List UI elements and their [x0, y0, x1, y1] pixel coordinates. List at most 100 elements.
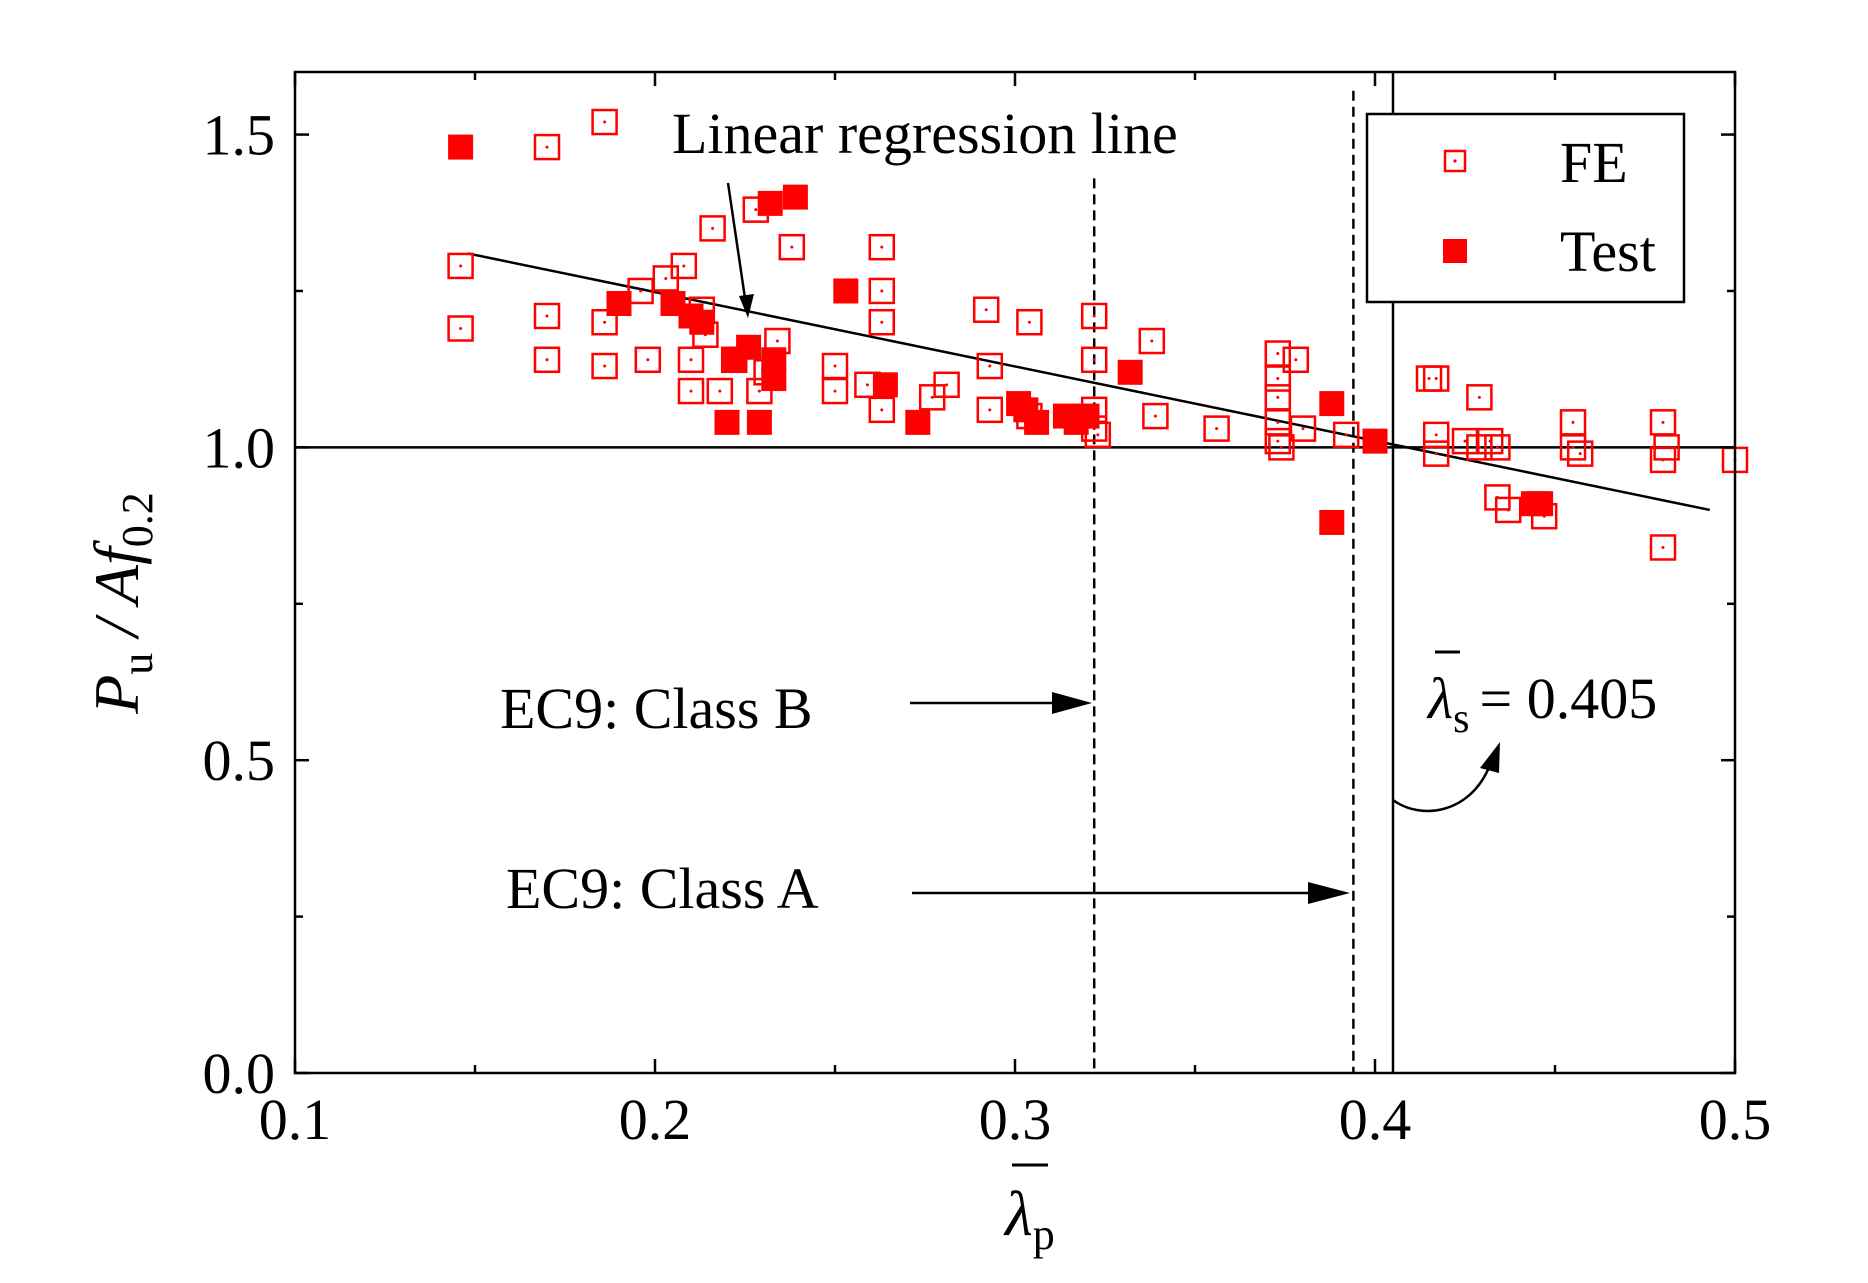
legend-label-fe: FE: [1560, 130, 1628, 195]
fe-point-dot: [603, 120, 607, 124]
fe-point: [868, 309, 896, 336]
fe-point-dot: [689, 389, 693, 393]
fe-point: [778, 233, 806, 261]
lambda-s-text: λs = 0.405: [1426, 666, 1657, 742]
fe-point: [677, 346, 705, 374]
fe-point-dot: [1096, 433, 1100, 437]
fe-point-dot: [1027, 320, 1031, 324]
fe-point-dot: [603, 364, 607, 368]
fe-point: [533, 302, 561, 330]
fe-point-dot: [1276, 395, 1280, 399]
x-tick-label: 0.5: [1699, 1087, 1772, 1152]
fe-point-dot: [1463, 439, 1467, 443]
fe-point: [1282, 346, 1310, 374]
fe-point-dot: [1215, 427, 1219, 431]
test-point: [761, 347, 787, 373]
fe-point-dot: [1578, 452, 1582, 456]
test-point: [1319, 509, 1345, 535]
fe-point-dot: [1488, 439, 1492, 443]
fe-point-dot: [711, 226, 715, 230]
x-axis-title-text: λp: [1003, 1178, 1055, 1259]
fe-point: [821, 377, 849, 405]
lambda-s-sub: s: [1453, 696, 1469, 742]
fe-point: [591, 352, 618, 380]
fe-point-dot: [833, 389, 837, 393]
fe-point: [1653, 434, 1680, 461]
y-axis-title-sub1: u: [113, 653, 162, 675]
y-tick-label: 0.0: [203, 1041, 276, 1106]
test-point: [1024, 409, 1050, 435]
fe-point: [634, 346, 662, 374]
plot-area: [295, 72, 1749, 1073]
legend-label-test: Test: [1560, 219, 1656, 284]
fe-point: [1476, 427, 1504, 455]
fe-point-dot: [880, 245, 884, 249]
fe-point-dot: [459, 327, 463, 331]
fe-point: [533, 133, 561, 161]
class-a-label: EC9: Class A: [506, 856, 819, 921]
fe-point-dot: [682, 264, 686, 268]
fe-point: [677, 377, 705, 405]
fe-point-dot: [775, 339, 779, 343]
fe-point-dot: [1276, 377, 1280, 381]
fe-point: [976, 352, 1004, 380]
fe-point-dot: [718, 389, 722, 393]
fe-point-dot: [880, 289, 884, 293]
fe-point-dot: [930, 395, 934, 399]
fe-point-dot: [1665, 445, 1669, 449]
fe-point-dot: [545, 314, 549, 318]
fe-point-dot: [757, 389, 761, 393]
fe-point: [1080, 346, 1108, 374]
fe-point: [1289, 415, 1317, 442]
series-test: [448, 134, 1554, 535]
fe-point: [1142, 402, 1169, 430]
fe-point: [933, 371, 960, 399]
legend-marker-fe: [1443, 149, 1467, 173]
fe-point-dot: [1434, 452, 1438, 456]
fe-point: [447, 315, 474, 342]
y-axis-title-main: P: [81, 675, 152, 715]
fe-point-dot: [790, 245, 794, 249]
fe-point-dot: [1276, 352, 1280, 356]
test-point: [833, 278, 859, 304]
fe-point: [1649, 534, 1677, 561]
fe-point-dot: [1571, 420, 1575, 424]
test-point: [714, 409, 740, 435]
fe-point: [868, 396, 896, 424]
fe-point-dot: [545, 358, 549, 362]
fe-point-dot: [833, 364, 837, 368]
fe-point: [1332, 421, 1360, 449]
fe-point: [1080, 302, 1108, 330]
test-point: [1528, 491, 1554, 517]
fe-point-dot: [1279, 445, 1283, 449]
fe-point-dot: [880, 408, 884, 412]
y-axis-title-sub2: 0.2: [113, 492, 162, 547]
class-b-label: EC9: Class B: [500, 676, 813, 741]
fe-point-dot: [1661, 545, 1665, 549]
test-point: [448, 134, 474, 160]
fe-point-dot: [689, 358, 693, 362]
fe-point-dot: [880, 320, 884, 324]
fe-point: [1422, 440, 1450, 467]
fe-point-dot: [754, 208, 758, 212]
lambda-s-symbol: λ: [1426, 666, 1453, 731]
fe-point: [868, 277, 896, 305]
test-point: [1117, 359, 1143, 385]
fe-point-dot: [1344, 433, 1348, 437]
regression-arrow: [726, 182, 754, 318]
fe-point: [1138, 327, 1166, 355]
fe-point-dot: [646, 358, 650, 362]
x-tick-label: 0.1: [259, 1087, 332, 1152]
fe-point-dot: [988, 364, 992, 368]
fe-point: [976, 396, 1004, 424]
class-b-arrow: [910, 692, 1092, 714]
fe-point-dot: [545, 145, 549, 149]
class-a-arrow: [912, 882, 1350, 904]
legend: FE Test: [1365, 112, 1686, 304]
test-point: [1319, 391, 1345, 417]
fe-point-dot: [1506, 508, 1510, 512]
fe-point-dot: [865, 383, 869, 387]
x-tick-label: 0.2: [619, 1087, 692, 1152]
fe-point: [706, 377, 734, 405]
